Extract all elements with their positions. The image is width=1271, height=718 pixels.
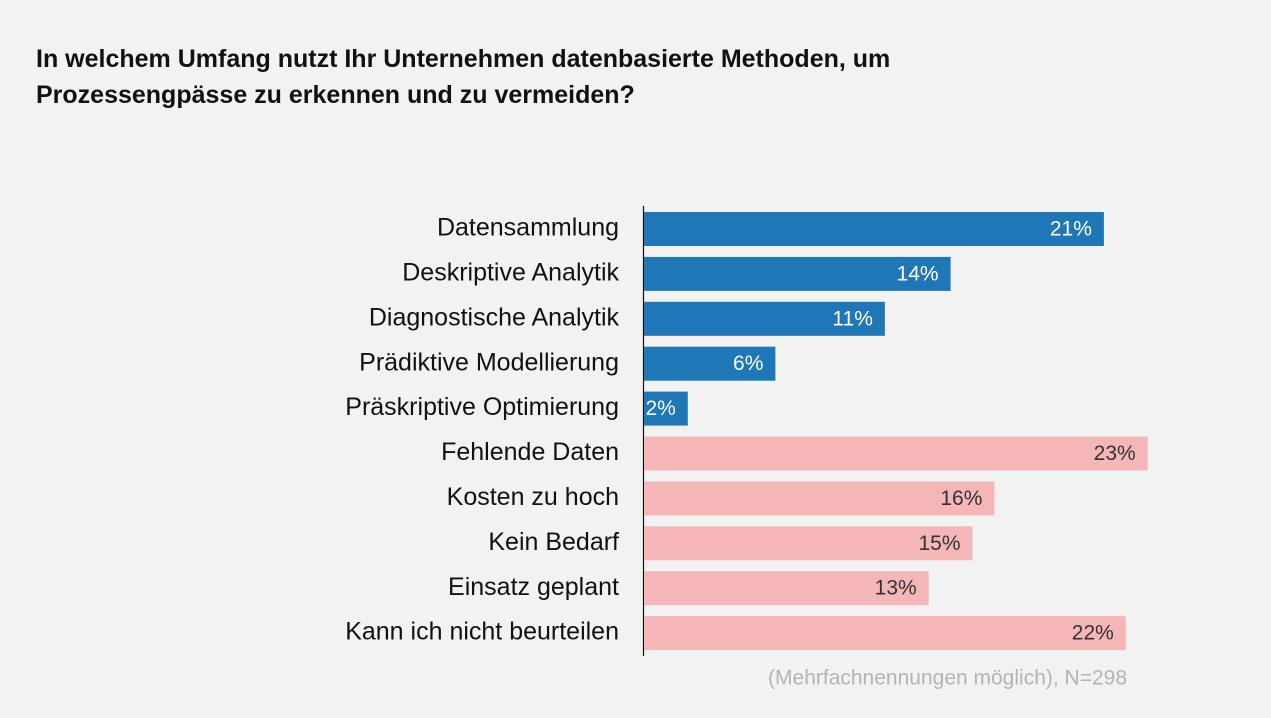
bar (644, 256, 951, 291)
category-label: Einsatz geplant (448, 573, 619, 601)
bar (644, 526, 973, 561)
category-label: Präskriptive Optimierung (345, 393, 619, 421)
bar (644, 481, 995, 516)
bar (644, 301, 885, 336)
category-label: Kann ich nicht beurteilen (345, 618, 619, 646)
chart-title: In welchem Umfang nutzt Ihr Unternehmen … (36, 45, 890, 109)
footnote: (Mehrfachnennungen möglich), N=298 (768, 667, 1127, 690)
bar (644, 571, 929, 606)
value-label: 21% (1050, 218, 1092, 241)
value-label: 14% (897, 262, 939, 285)
bar (644, 616, 1126, 651)
value-label: 15% (918, 532, 960, 555)
value-label: 6% (733, 352, 763, 375)
category-label: Datensammlung (437, 214, 619, 242)
value-label: 2% (645, 397, 675, 420)
category-label: Prädiktive Modellierung (359, 348, 619, 376)
value-label: 13% (875, 577, 917, 600)
category-label: Deskriptive Analytik (402, 259, 619, 287)
category-label: Kosten zu hoch (447, 483, 619, 511)
category-label: Fehlende Daten (441, 438, 619, 466)
value-label: 11% (832, 307, 872, 330)
bar (644, 436, 1148, 471)
bar (644, 346, 776, 381)
value-label: 16% (940, 487, 982, 510)
bar (644, 391, 688, 426)
value-label: 23% (1094, 442, 1136, 465)
category-label: Kein Bedarf (488, 528, 619, 556)
category-label: Diagnostische Analytik (369, 303, 620, 331)
bar (644, 212, 1104, 246)
value-label: 22% (1072, 622, 1114, 645)
